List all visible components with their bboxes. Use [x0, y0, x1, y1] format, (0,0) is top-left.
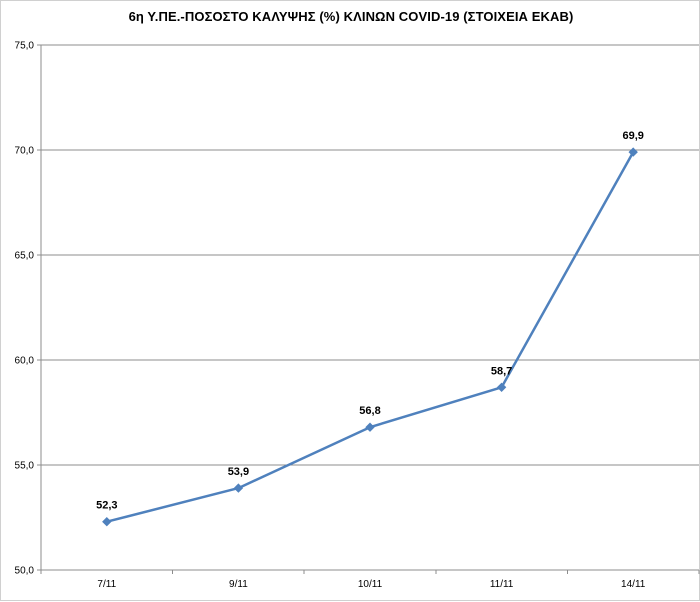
data-point-marker — [365, 422, 375, 432]
gridlines — [41, 44, 699, 466]
y-tick-label: 75,0 — [15, 41, 35, 52]
x-tick-label: 10/11 — [358, 579, 383, 590]
data-point-marker — [233, 483, 244, 493]
data-label: 58,7 — [491, 365, 512, 377]
y-tick-label: 55,0 — [15, 461, 35, 472]
data-point-marker — [496, 382, 507, 393]
y-tick-label: 65,0 — [15, 251, 35, 262]
x-tick-labels: 7/11 9/11 10/11 11/11 14/11 — [97, 579, 645, 590]
series-line — [106, 151, 635, 523]
y-tick-label: 50,0 — [15, 566, 35, 577]
x-tick-label: 11/11 — [490, 579, 514, 590]
data-label: 53,9 — [228, 466, 249, 478]
data-labels: 52,3 53,9 56,8 58,7 69,9 — [96, 130, 644, 512]
y-tick-label: 70,0 — [15, 146, 35, 157]
x-tick-label: 7/11 — [97, 579, 116, 590]
data-point-marker — [102, 516, 112, 527]
y-tick-labels: 50,0 55,0 60,0 65,0 70,0 75,0 — [15, 41, 35, 577]
axes — [37, 44, 700, 574]
data-label: 56,8 — [359, 405, 380, 417]
x-tick-label: 14/11 — [621, 579, 646, 590]
data-label: 52,3 — [96, 500, 117, 512]
data-label: 69,9 — [622, 130, 643, 142]
data-point-marker — [628, 147, 638, 157]
y-tick-label: 60,0 — [15, 356, 35, 367]
series — [102, 147, 638, 527]
chart-title: 6η Υ.ΠΕ.-ΠΟΣΟΣΤΟ ΚΑΛΥΨΗΣ (%) ΚΛΙΝΩΝ COVI… — [128, 9, 574, 24]
x-tick-label: 9/11 — [229, 579, 248, 590]
